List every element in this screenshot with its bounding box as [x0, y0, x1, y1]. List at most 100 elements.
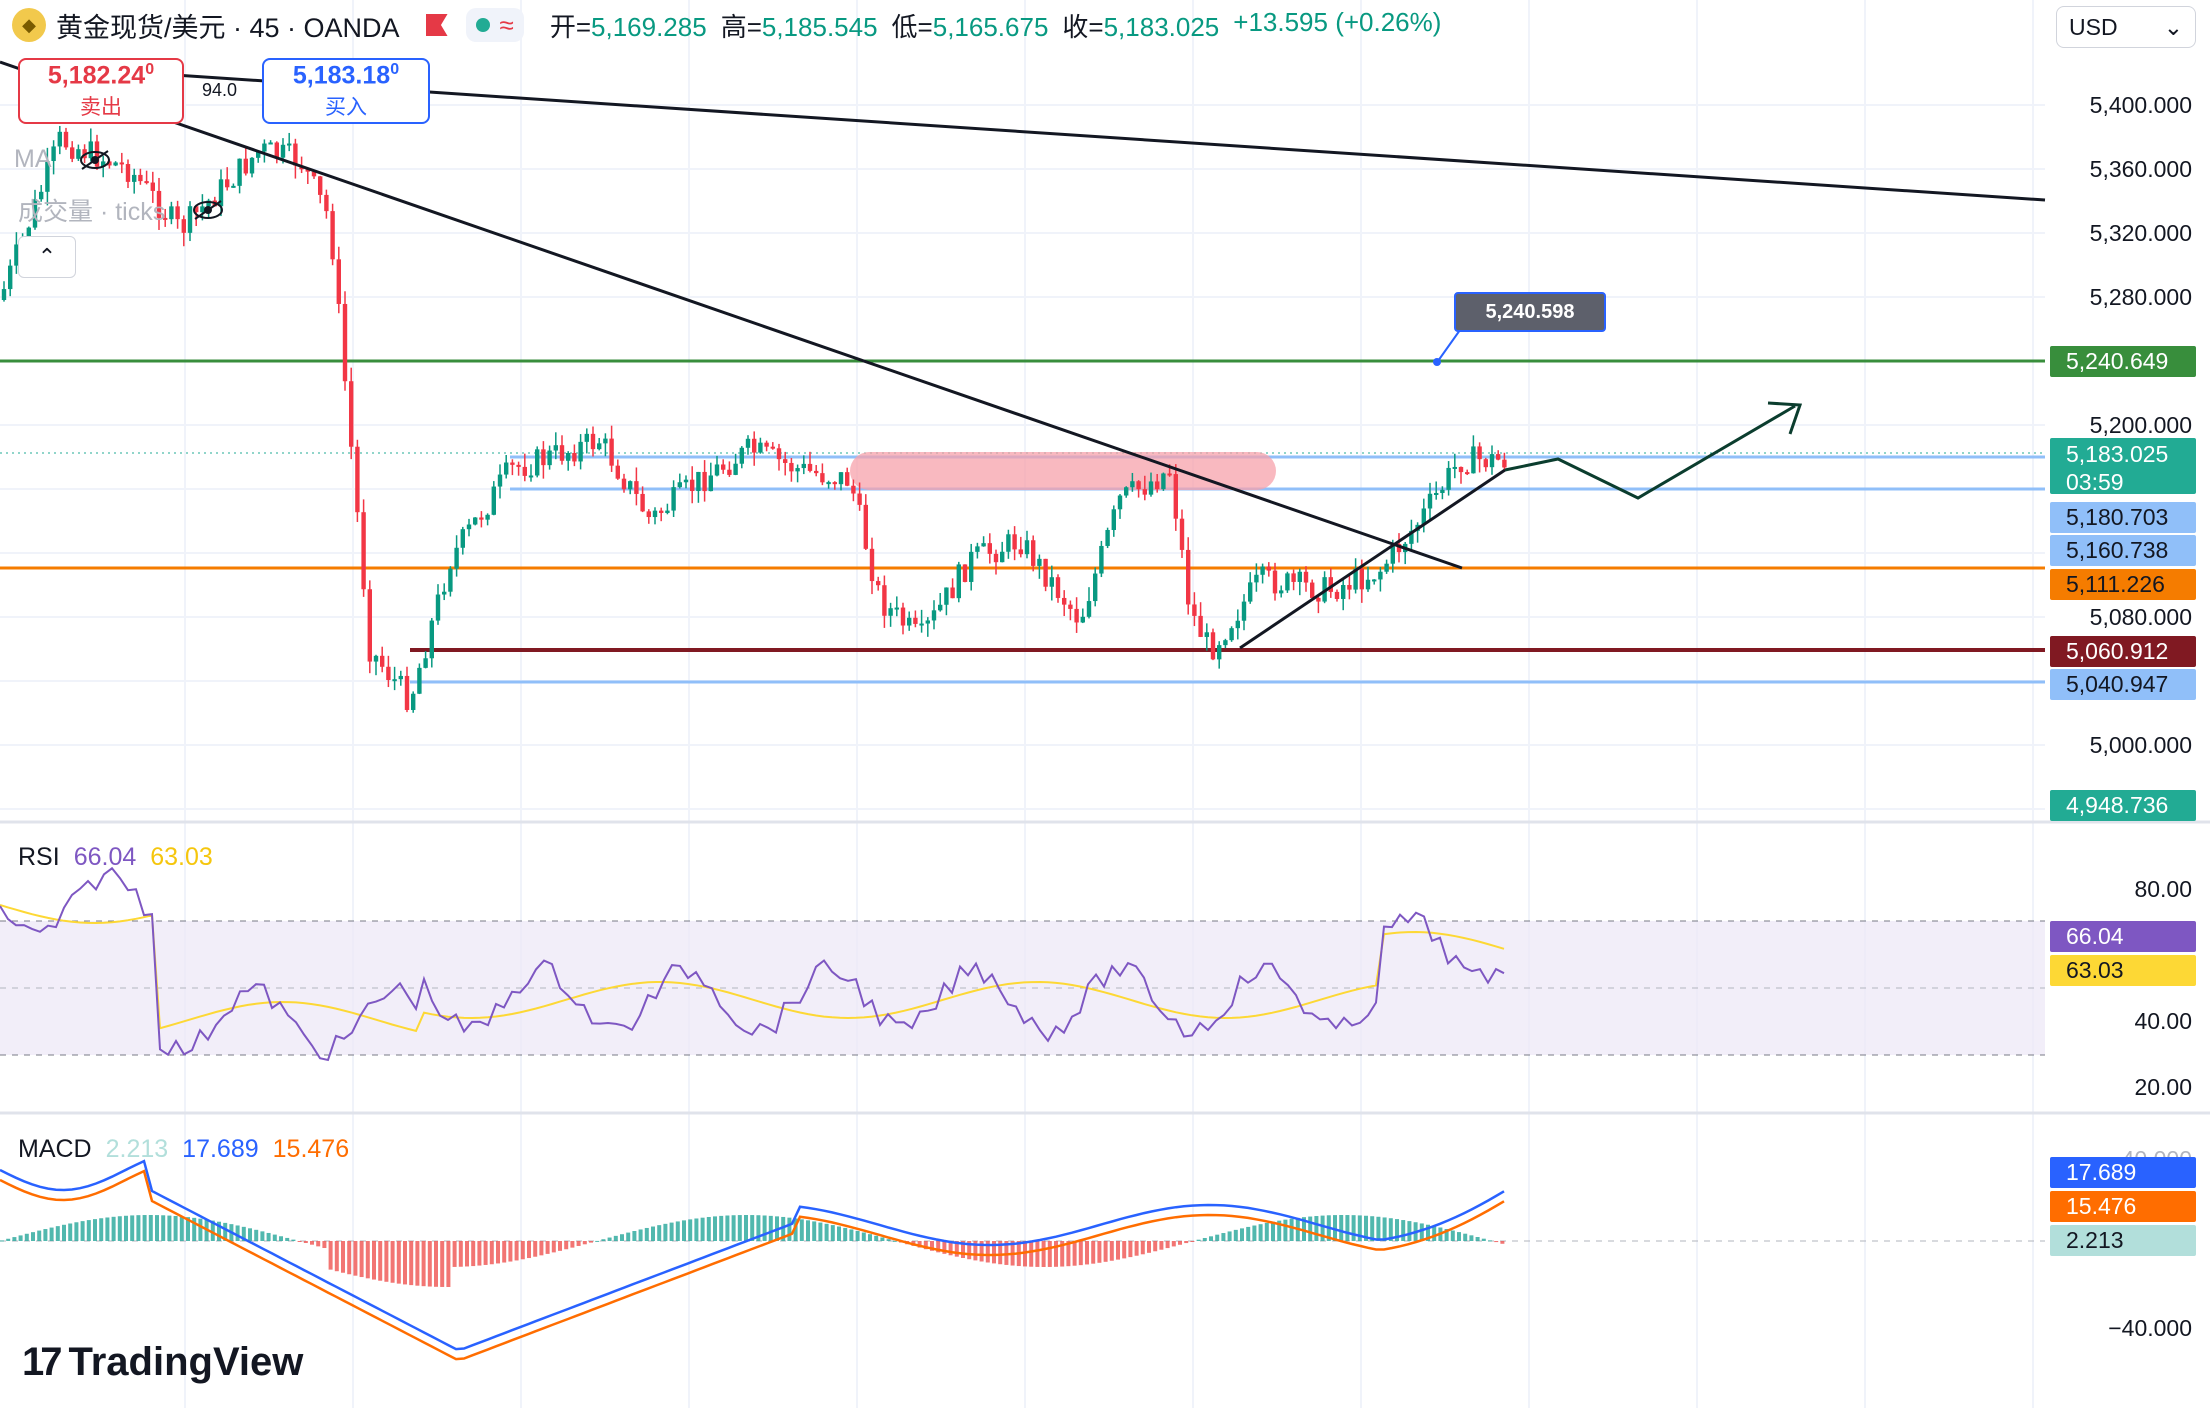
candle-body	[820, 473, 825, 483]
macd-histogram-bar	[347, 1241, 352, 1275]
candle-body	[1012, 534, 1017, 550]
candle-body	[721, 464, 726, 470]
candle-body	[138, 174, 143, 182]
macd-histogram-bar	[1469, 1235, 1474, 1241]
candle-body	[1093, 573, 1098, 602]
supply-zone	[850, 452, 1276, 490]
candle-body	[572, 452, 577, 462]
macd-histogram-bar	[452, 1241, 457, 1267]
macd-histogram-bar	[1339, 1215, 1344, 1241]
macd-histogram-bar	[415, 1241, 420, 1286]
macd-histogram-bar	[620, 1234, 624, 1241]
sell-label: 卖出	[80, 95, 122, 119]
high-value: 5,185.545	[761, 11, 878, 42]
volume-legend[interactable]: 成交量 · ticks	[18, 192, 225, 228]
candle-body	[894, 607, 899, 610]
macd-histogram-bar	[1432, 1226, 1437, 1241]
buy-price-line: 5,183.180	[293, 61, 399, 90]
candle-body	[566, 452, 571, 461]
candle-body	[789, 462, 794, 472]
macd-histogram-bar	[657, 1225, 662, 1241]
candle-body	[1285, 573, 1290, 591]
macd-histogram-bar	[167, 1215, 172, 1241]
macd-histogram-bar	[570, 1241, 575, 1248]
open-value: 5,169.285	[591, 11, 707, 42]
candle-body	[442, 591, 447, 595]
change-value: +13.595 (+0.26%)	[1233, 6, 1442, 37]
level-price-tag: 5,180.703	[2050, 502, 2196, 533]
collapse-legend-button[interactable]: ⌃	[18, 236, 76, 278]
buy-price: 5,183.18	[292, 61, 391, 90]
candle-body	[367, 589, 372, 662]
candle-body	[8, 265, 13, 290]
macd-histogram-bar	[942, 1241, 947, 1254]
macd-legend[interactable]: MACD 2.213 17.689 15.476	[18, 1135, 349, 1164]
macd-histogram-bar	[979, 1241, 984, 1262]
candle-body	[76, 149, 81, 159]
candle-body	[634, 481, 639, 494]
market-status-pill[interactable]: ≈	[465, 8, 524, 42]
macd-histogram-bar	[601, 1239, 606, 1241]
candle-body	[1272, 570, 1278, 594]
rsi-legend[interactable]: RSI 66.04 63.03	[18, 843, 213, 872]
candle-body	[1074, 608, 1079, 623]
candle-body	[1322, 577, 1327, 602]
macd-histogram-bar	[1202, 1237, 1207, 1241]
macd-value-tag: 17.689	[2050, 1157, 2196, 1188]
rsi-value-tag: 66.04	[2050, 921, 2196, 952]
sell-button[interactable]: 5,182.240 卖出	[18, 58, 184, 124]
candle-body	[510, 462, 515, 465]
macd-histogram-bar	[799, 1219, 804, 1241]
eye-off-icon[interactable]	[78, 149, 112, 171]
candle-body	[1390, 543, 1395, 564]
candle-body	[1465, 472, 1470, 475]
candle-body	[900, 607, 906, 626]
macd-signal-line	[0, 1169, 1505, 1361]
candle-body	[94, 141, 100, 167]
candle-body	[485, 514, 490, 520]
candle-body	[200, 206, 205, 213]
tradingview-logo[interactable]: 17 TradingView	[22, 1340, 303, 1385]
rsi-ma-line	[0, 904, 1505, 1033]
macd-histogram-bar	[1178, 1241, 1182, 1245]
macd-histogram-bar	[582, 1241, 587, 1245]
macd-hist-value: 2.213	[105, 1135, 169, 1163]
candle-body	[857, 493, 862, 505]
symbol-header: ◆ 黄金现货/美元 · 45 · OANDA ≈ 开=5,169.285 高=5…	[0, 0, 1441, 50]
candle-body	[1334, 591, 1340, 599]
macd-histogram-bar	[1184, 1241, 1189, 1244]
ma-legend[interactable]: MA	[14, 145, 112, 174]
currency-select[interactable]: USD ⌄	[2056, 6, 2196, 48]
macd-histogram-bar	[1128, 1241, 1133, 1258]
rsi-ma-tag: 63.03	[2050, 955, 2196, 986]
macd-histogram-bar	[297, 1241, 302, 1242]
candle-body	[293, 143, 298, 166]
candle-body	[466, 524, 472, 530]
flag-icon[interactable]	[426, 14, 448, 36]
macd-histogram-bar	[719, 1215, 724, 1241]
price-tick: 5,360.000	[2089, 156, 2192, 182]
candle-body	[1365, 579, 1371, 590]
candle-body	[423, 658, 428, 668]
candle-body	[615, 465, 620, 479]
macd-histogram-bar	[1481, 1238, 1486, 1241]
macd-histogram-bar	[384, 1241, 389, 1282]
buy-button[interactable]: 5,183.180 买入	[262, 58, 430, 124]
candle-body	[535, 449, 540, 476]
macd-histogram-bar	[341, 1241, 345, 1273]
macd-histogram-bar	[1196, 1239, 1201, 1241]
macd-histogram-bar	[607, 1237, 612, 1241]
macd-histogram-bar	[1395, 1219, 1399, 1241]
macd-histogram-bar	[1426, 1224, 1430, 1241]
candle-body	[88, 141, 93, 159]
price-callout[interactable]: 5,240.598	[1454, 292, 1606, 332]
candle-body	[975, 546, 980, 552]
macd-histogram-bar	[508, 1241, 513, 1262]
candle-body	[206, 200, 211, 207]
eye-off-icon[interactable]	[191, 199, 225, 221]
descending-trendline	[0, 60, 1463, 570]
candle-body	[944, 587, 949, 605]
symbol-title[interactable]: 黄金现货/美元 · 45 · OANDA	[56, 12, 400, 43]
macd-histogram-bar	[1215, 1234, 1220, 1241]
